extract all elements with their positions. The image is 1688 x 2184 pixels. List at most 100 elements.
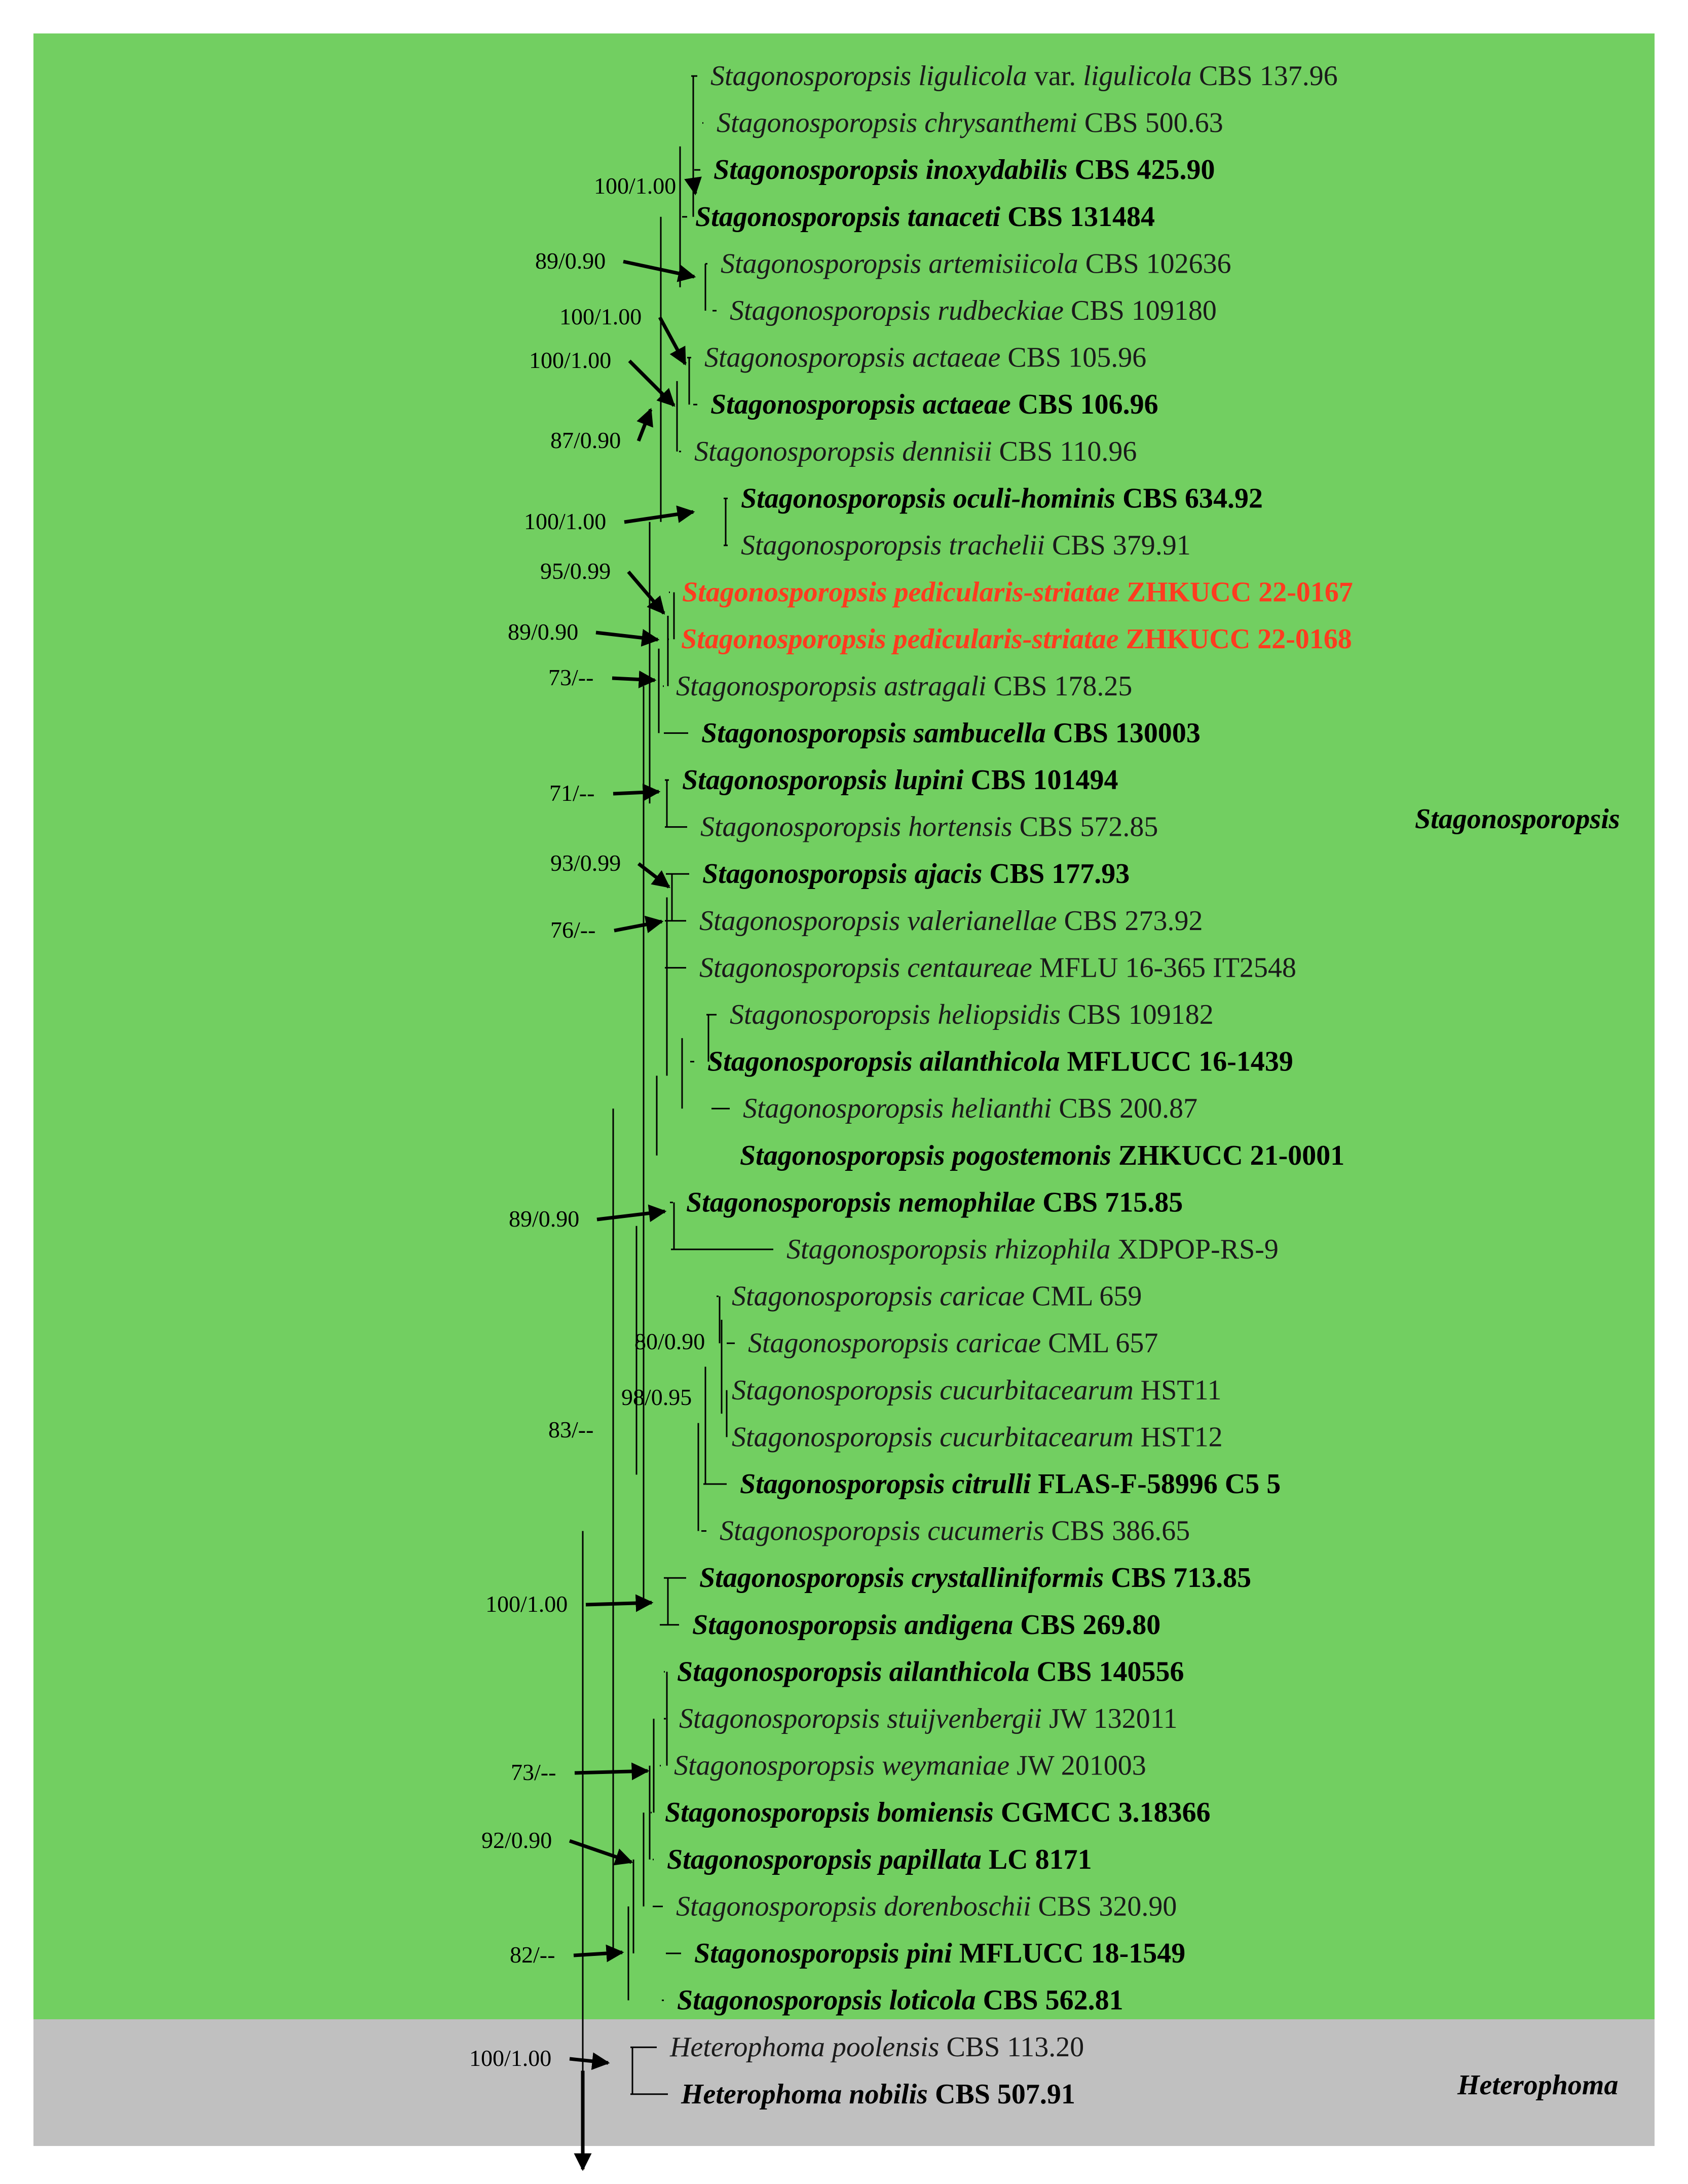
- support-arrow: [623, 260, 696, 282]
- taxon-species: Stagonosporopsis chrysanthemi: [717, 107, 1077, 139]
- taxon-label: Stagonosporopsis sambucella CBS 130003: [701, 717, 1201, 749]
- support-arrow: [613, 783, 661, 801]
- taxon-species: Stagonosporopsis rudbeckiae: [730, 295, 1064, 326]
- clade-label-heterophoma: Heterophoma: [1457, 2069, 1618, 2101]
- taxon-species: Stagonosporopsis loticola: [677, 1985, 976, 2016]
- taxon-label: Stagonosporopsis stuijvenbergii JW 13201…: [679, 1703, 1178, 1734]
- support-arrow: [636, 408, 653, 442]
- support-arrow: [569, 1839, 633, 1866]
- taxon-species: Stagonosporopsis sambucella: [701, 717, 1046, 749]
- taxon-infraspecies: ligulicola: [1083, 60, 1192, 92]
- support-value: 89/0.90: [509, 1206, 579, 1232]
- taxon-species: Stagonosporopsis nemophilae: [686, 1187, 1035, 1218]
- taxon-label: Heterophoma nobilis CBS 507.91: [681, 2079, 1075, 2110]
- support-value: 82/--: [510, 1942, 555, 1968]
- taxon-label: Stagonosporopsis helianthi CBS 200.87: [743, 1093, 1197, 1124]
- taxon-species: Stagonosporopsis ailanthicola: [707, 1046, 1060, 1078]
- taxon-label: Stagonosporopsis caricae CML 657: [748, 1327, 1158, 1359]
- taxon-species: Stagonosporopsis actaeae: [704, 342, 1000, 374]
- support-arrow: [612, 671, 657, 688]
- support-value: 73/--: [548, 664, 593, 690]
- taxon-label: Stagonosporopsis weymaniae JW 201003: [674, 1750, 1146, 1782]
- taxon-strain-code: ZHKUCC 22-0168: [1118, 623, 1352, 655]
- taxon-label: Stagonosporopsis astragali CBS 178.25: [676, 671, 1132, 702]
- taxon-species: Stagonosporopsis caricae: [732, 1281, 1025, 1312]
- taxon-species: Stagonosporopsis pedicularis-striatae: [682, 577, 1119, 608]
- taxon-label: Stagonosporopsis andigena CBS 269.80: [692, 1609, 1160, 1641]
- taxon-label: Stagonosporopsis caricae CML 659: [732, 1281, 1142, 1312]
- taxon-strain-code: CML 657: [1041, 1327, 1158, 1359]
- taxon-species: Stagonosporopsis heliopsidis: [730, 999, 1061, 1030]
- taxon-strain-code: CBS 109180: [1064, 295, 1217, 326]
- support-value: 89/0.90: [535, 248, 606, 274]
- taxon-strain-code: CBS 425.90: [1068, 154, 1215, 186]
- taxon-label: Stagonosporopsis cucurbitacearum HST12: [732, 1421, 1223, 1453]
- taxon-label: Stagonosporopsis cucumeris CBS 386.65: [720, 1515, 1190, 1547]
- taxon-label: Stagonosporopsis dorenboschii CBS 320.90: [676, 1891, 1177, 1922]
- taxon-strain-code: CBS 110.96: [992, 436, 1137, 467]
- support-value: 100/1.00: [529, 347, 611, 373]
- taxon-species: Stagonosporopsis oculi-hominis: [741, 483, 1115, 514]
- taxon-species: Stagonosporopsis dennisii: [694, 436, 992, 467]
- taxon-label: Stagonosporopsis oculi-hominis CBS 634.9…: [741, 483, 1263, 514]
- taxon-label: Stagonosporopsis artemisiicola CBS 10263…: [721, 248, 1231, 279]
- taxon-strain-code: CBS 379.91: [1045, 530, 1191, 561]
- taxon-strain-code: LC 8171: [982, 1844, 1092, 1875]
- taxon-strain-code: XDPOP-RS-9: [1110, 1234, 1278, 1265]
- taxon-label: Stagonosporopsis hortensis CBS 572.85: [700, 811, 1158, 843]
- taxon-strain-code: JW 132011: [1042, 1703, 1178, 1734]
- taxon-species: Stagonosporopsis helianthi: [743, 1093, 1052, 1124]
- taxon-species: Heterophoma poolensis: [669, 2031, 939, 2063]
- taxon-species: Stagonosporopsis cucurbitacearum: [732, 1375, 1134, 1406]
- taxon-strain-code: CBS 269.80: [1013, 1609, 1160, 1641]
- support-arrow: [595, 629, 660, 647]
- taxon-species: Stagonosporopsis pini: [694, 1938, 952, 1969]
- taxon-species: Stagonosporopsis centaureae: [699, 952, 1032, 983]
- taxon-strain-code: CBS 101494: [964, 764, 1118, 796]
- support-arrows: [569, 176, 702, 2070]
- taxon-strain-code: MFLUCC 18-1549: [952, 1938, 1185, 1969]
- taxon-species: Stagonosporopsis papillata: [667, 1844, 982, 1875]
- taxon-species: Stagonosporopsis citrulli: [740, 1468, 1031, 1500]
- taxon-label: Heterophoma poolensis CBS 113.20: [669, 2031, 1084, 2063]
- support-value: 100/1.00: [485, 1591, 568, 1617]
- taxon-species: Stagonosporopsis caricae: [748, 1327, 1041, 1359]
- taxon-species: Stagonosporopsis ligulicola: [710, 60, 1027, 92]
- taxon-label: Stagonosporopsis dennisii CBS 110.96: [694, 436, 1137, 467]
- taxon-label: Stagonosporopsis loticola CBS 562.81: [677, 1985, 1123, 2016]
- taxon-species: Stagonosporopsis stuijvenbergii: [679, 1703, 1042, 1734]
- taxon-label: Stagonosporopsis chrysanthemi CBS 500.63: [717, 107, 1223, 139]
- support-value: 76/--: [550, 917, 595, 943]
- taxon-label: Stagonosporopsis citrulli FLAS-F-58996 C…: [740, 1468, 1281, 1500]
- taxon-species: Stagonosporopsis hortensis: [700, 811, 1012, 843]
- support-value: 93/0.99: [550, 850, 621, 876]
- support-value: 89/0.90: [508, 619, 578, 645]
- taxon-label: Stagonosporopsis tanaceti CBS 131484: [695, 201, 1155, 233]
- taxon-label: Stagonosporopsis heliopsidis CBS 109182: [730, 999, 1214, 1030]
- taxon-strain-code: CBS 386.65: [1044, 1515, 1190, 1547]
- stagonosporopsis-clade-background: [33, 33, 1655, 2019]
- support-value: 100/1.00: [559, 304, 642, 329]
- taxon-strain-code: CBS 130003: [1046, 717, 1201, 749]
- taxon-strain-code: CBS 572.85: [1012, 811, 1158, 843]
- taxon-species: Stagonosporopsis valerianellae: [699, 905, 1057, 937]
- taxon-strain-code: CGMCC 3.18366: [994, 1797, 1211, 1828]
- taxon-strain-code: FLAS-F-58996 C5 5: [1031, 1468, 1281, 1500]
- taxon-strain-code: CBS 131484: [1000, 201, 1155, 233]
- support-arrow: [658, 316, 687, 366]
- taxon-label: Stagonosporopsis ailanthicola CBS 140556: [677, 1656, 1184, 1687]
- taxon-strain-code: CBS 106.96: [1011, 389, 1158, 420]
- taxon-label: Stagonosporopsis pini MFLUCC 18-1549: [694, 1938, 1185, 1969]
- support-arrow: [585, 1594, 654, 1612]
- taxon-species: Stagonosporopsis astragali: [676, 671, 986, 702]
- support-arrow: [624, 505, 695, 524]
- taxon-species: Stagonosporopsis cucurbitacearum: [732, 1421, 1134, 1453]
- taxon-species: Stagonosporopsis pogostemonis: [740, 1140, 1111, 1171]
- taxon-label: Stagonosporopsis crystalliniformis CBS 7…: [699, 1562, 1251, 1594]
- taxon-label: Stagonosporopsis rhizophila XDPOP-RS-9: [786, 1234, 1279, 1265]
- support-arrow: [573, 1944, 624, 1963]
- taxon-label: Stagonosporopsis lupini CBS 101494: [682, 764, 1118, 796]
- taxon-species: Stagonosporopsis andigena: [692, 1609, 1013, 1641]
